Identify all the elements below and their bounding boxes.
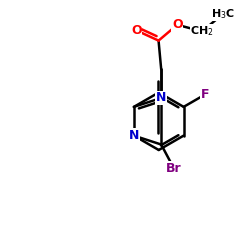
Text: Br: Br: [166, 162, 182, 175]
Text: CH$_2$: CH$_2$: [190, 24, 214, 38]
Text: O: O: [131, 24, 142, 37]
Text: F: F: [200, 88, 209, 101]
Text: N: N: [156, 92, 166, 104]
Text: N: N: [129, 129, 139, 142]
Text: O: O: [172, 18, 182, 31]
Text: H$_3$C: H$_3$C: [211, 7, 235, 21]
